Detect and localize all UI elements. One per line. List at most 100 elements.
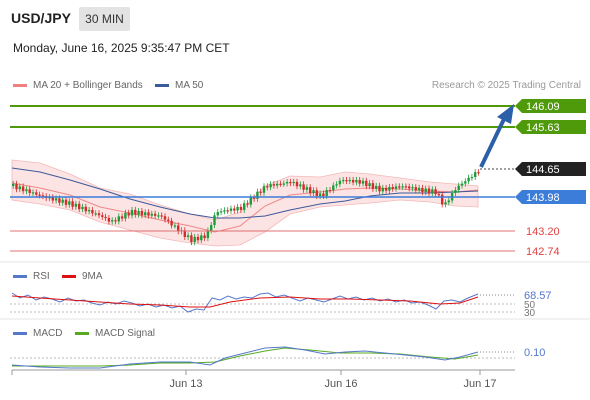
price-tag-last: 144.65: [515, 162, 586, 176]
candle-body: [58, 198, 61, 203]
candle-body: [114, 220, 117, 222]
candle-body: [325, 190, 328, 197]
candle-body: [408, 186, 411, 189]
candle-body: [338, 180, 342, 185]
candle-body: [54, 198, 58, 201]
candle-body: [262, 186, 266, 193]
macd-value: 0.10: [524, 347, 545, 359]
ma20-line: [11, 182, 479, 233]
candle-body: [111, 220, 114, 222]
rsi-line: [11, 292, 479, 313]
candle-body: [193, 236, 196, 243]
candle-body: [12, 183, 15, 186]
candle-body: [18, 186, 21, 190]
candle-body: [206, 230, 210, 239]
candle-body: [309, 187, 312, 194]
timeframe-button[interactable]: 30 MIN: [79, 7, 130, 31]
candle-body: [342, 180, 345, 182]
candle-body: [117, 216, 120, 222]
candle-body: [243, 203, 246, 210]
candle-body: [351, 179, 355, 183]
legend-ma50-label: MA 50: [175, 80, 204, 91]
candle-body: [35, 192, 38, 195]
candle-body: [213, 215, 216, 226]
ma20-swatch: [13, 84, 27, 87]
candle-body: [229, 208, 233, 211]
candle-body: [299, 184, 302, 187]
candle-body: [140, 210, 144, 216]
ma50-line: [11, 167, 479, 219]
candle-body: [394, 186, 398, 189]
legend-rsi-ma-label: 9MA: [82, 271, 103, 282]
candle-body: [332, 185, 335, 191]
candle-body: [424, 188, 427, 193]
candle-body: [434, 189, 437, 195]
candle-body: [256, 191, 259, 199]
candle-body: [210, 225, 213, 231]
candle-body: [365, 180, 368, 187]
candle-body: [239, 206, 243, 210]
rsi-ma-swatch: [62, 275, 76, 278]
candle-body: [312, 190, 315, 194]
candle-body: [233, 208, 236, 211]
candlestick-series: [12, 169, 480, 246]
candle-body: [94, 213, 97, 215]
legend-macd-label: MACD: [33, 328, 63, 339]
candle-body: [252, 197, 256, 199]
candle-body: [78, 203, 81, 210]
legend-rsi-ma: 9MA: [62, 271, 103, 282]
legend-macd: MACD: [13, 328, 62, 339]
candle-body: [292, 181, 295, 184]
price-tag-pivot: 143.98: [515, 190, 586, 204]
candle-body: [150, 213, 153, 216]
candle-body: [276, 183, 279, 186]
candle-body: [441, 194, 444, 205]
macd-swatch: [13, 332, 27, 335]
candle-body: [375, 185, 378, 189]
candle-body: [61, 199, 64, 203]
pivot-value: 143.98: [526, 192, 560, 204]
candle-body: [361, 180, 365, 184]
support-1-value: 143.20: [526, 226, 560, 238]
candle-body: [384, 187, 388, 191]
support-2-value: 142.74: [526, 246, 560, 258]
rsi-value: 68.57: [524, 290, 552, 302]
candle-body: [279, 183, 282, 185]
copyright-text: Research © 2025 Trading Central: [431, 80, 581, 91]
candle-body: [153, 213, 157, 216]
candle-body: [31, 192, 35, 194]
candle-body: [157, 215, 160, 217]
candle-body: [470, 177, 474, 179]
candle-body: [84, 206, 87, 212]
x-label-jun17: Jun 17: [463, 378, 496, 390]
legend-ma20-bollinger: MA 20 + Bollinger Bands: [13, 80, 143, 91]
candle-body: [249, 197, 252, 205]
candle-body: [328, 190, 332, 192]
candle-body: [163, 216, 167, 220]
candle-body: [183, 230, 186, 237]
candle-body: [147, 212, 150, 216]
legend-ma50: MA 50: [155, 80, 203, 91]
candle-body: [289, 182, 292, 184]
candle-body: [130, 209, 134, 216]
candle-body: [282, 183, 285, 185]
candle-body: [160, 215, 163, 217]
candle-body: [417, 187, 421, 191]
candle-body: [305, 187, 309, 190]
candle-body: [322, 193, 325, 197]
candle-body: [378, 185, 381, 192]
candle-body: [302, 184, 305, 190]
candle-body: [404, 186, 408, 188]
datetime-label: Monday, June 16, 2025 9:35:47 PM CET: [13, 41, 230, 55]
candle-body: [246, 203, 249, 205]
candle-body: [474, 172, 477, 178]
legend-rsi: RSI: [13, 271, 50, 282]
candle-body: [71, 201, 74, 207]
candle-body: [134, 209, 137, 215]
candle-body: [15, 183, 18, 190]
candle-body: [28, 189, 31, 193]
candle-body: [68, 201, 71, 205]
candle-body: [371, 183, 375, 189]
legend-ma20-label: MA 20 + Bollinger Bands: [33, 80, 143, 91]
